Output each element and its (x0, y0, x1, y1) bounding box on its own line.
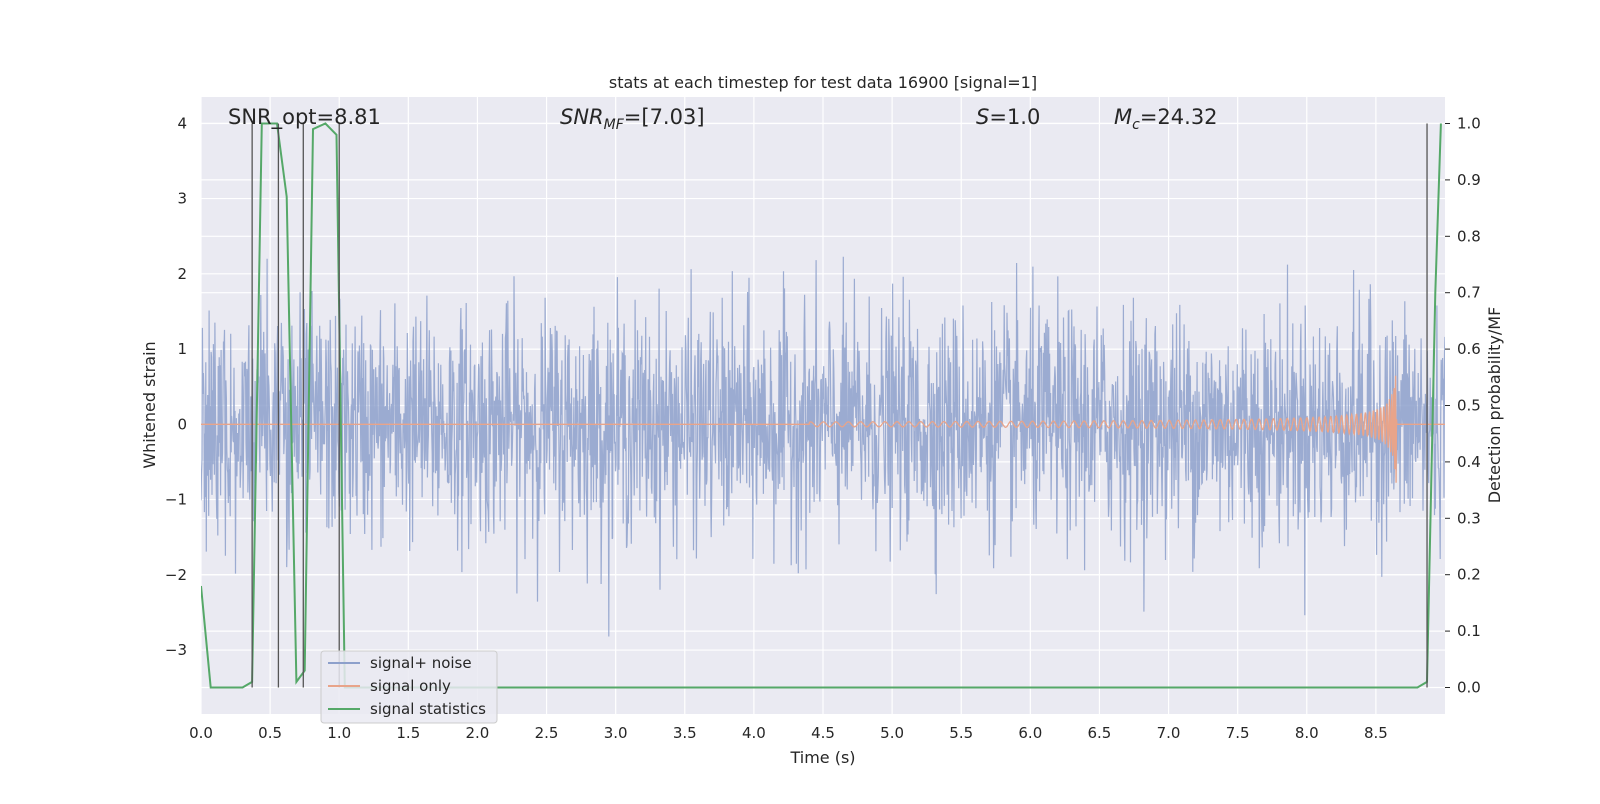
snr-opt-annotation: SNR_opt=8.81 (228, 105, 381, 130)
x-tick-label: 4.0 (742, 724, 766, 742)
mc-main: M (1114, 105, 1132, 129)
mc-value: =24.32 (1140, 105, 1218, 129)
y2-axis-label: Detection probability/MF (1485, 307, 1504, 504)
markers-layer (251, 123, 1428, 688)
y2-tick-label: 1.0 (1457, 115, 1481, 133)
s-value: =1.0 (989, 105, 1040, 129)
y2-tick-label: 0.2 (1457, 566, 1481, 584)
x-tick-label: 5.0 (880, 724, 904, 742)
x-tick-label: 3.0 (604, 724, 628, 742)
x-tick-label: 6.0 (1018, 724, 1042, 742)
x-tick-label: 3.5 (673, 724, 697, 742)
legend-box (320, 650, 498, 724)
y-tick-label: 0 (177, 415, 187, 433)
mc-annotation: Mc=24.32 (1114, 105, 1218, 133)
x-tick-label: 2.5 (535, 724, 559, 742)
x-tick-label: 0.0 (189, 724, 213, 742)
snr-mf-main: SNR (560, 105, 604, 129)
y2-tick-label: 0.5 (1457, 397, 1481, 415)
y-tick-label: 1 (177, 340, 187, 358)
x-tick-label: 6.5 (1088, 724, 1112, 742)
legend-label-signal-noise: signal+ noise (370, 654, 472, 672)
x-ticks: 0.0 0.5 1.0 1.5 2.0 2.5 3.0 3.5 4.0 4.5 5.0 5.5 6.0 6… (189, 724, 1388, 742)
y2-tick-label: 0.7 (1457, 284, 1481, 302)
series-signal-only (201, 375, 1445, 483)
x-tick-label: 2.0 (466, 724, 490, 742)
x-tick-label: 1.0 (327, 724, 351, 742)
s-label: S (976, 105, 989, 129)
s-annotation: S=1.0 (976, 105, 1040, 129)
y-axis-label: Whitened strain (140, 341, 159, 468)
y2-tick-label: 0.6 (1457, 340, 1481, 358)
series-signal-noise (201, 256, 1445, 637)
y2-tick-label: 0.9 (1457, 171, 1481, 189)
y2-ticks: 0.0 0.1 0.2 0.3 0.4 0.5 0.6 0.7 0.8 0.9 1.0 (1445, 115, 1481, 696)
y-tick-label: 4 (177, 114, 187, 132)
y2-tick-label: 0.0 (1457, 678, 1481, 696)
legend-label-signal-only: signal only (370, 677, 451, 695)
x-tick-label: 5.5 (949, 724, 973, 742)
legend-label-signal-statistics: signal statistics (370, 700, 486, 718)
mc-sub: c (1132, 117, 1140, 133)
snr-mf-sub: MF (604, 117, 625, 133)
x-tick-label: 0.5 (258, 724, 282, 742)
x-tick-label: 8.0 (1295, 724, 1319, 742)
x-tick-label: 1.5 (396, 724, 420, 742)
x-tick-label: 7.5 (1226, 724, 1250, 742)
y2-tick-label: 0.1 (1457, 622, 1481, 640)
x-tick-label: 4.5 (811, 724, 835, 742)
y2-tick-label: 0.8 (1457, 227, 1481, 245)
y-tick-label: 2 (177, 265, 187, 283)
y-tick-label: 3 (177, 190, 187, 208)
chart-title: stats at each timestep for test data 169… (609, 73, 1037, 92)
y2-tick-label: 0.3 (1457, 509, 1481, 527)
snr-mf-annotation: SNRMF=[7.03] (560, 105, 705, 133)
y-ticks: −3 −2 −1 0 1 2 3 4 (165, 114, 187, 659)
legend: signal+ noise signal only signal statist… (320, 650, 498, 724)
y2-tick-label: 0.4 (1457, 453, 1481, 471)
x-axis-label: Time (s) (789, 748, 855, 767)
y-tick-label: −3 (165, 641, 187, 659)
snr-mf-value: =[7.03] (624, 105, 705, 129)
y-tick-label: −2 (165, 566, 187, 584)
y-tick-label: −1 (165, 491, 187, 509)
x-tick-label: 7.0 (1157, 724, 1181, 742)
x-tick-label: 8.5 (1364, 724, 1388, 742)
